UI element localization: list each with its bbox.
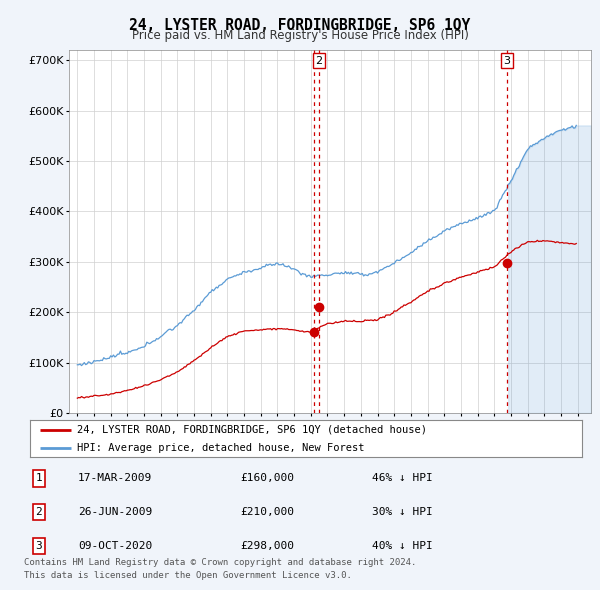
Text: £210,000: £210,000: [240, 507, 294, 517]
Text: HPI: Average price, detached house, New Forest: HPI: Average price, detached house, New …: [77, 442, 364, 453]
Text: 24, LYSTER ROAD, FORDINGBRIDGE, SP6 1QY: 24, LYSTER ROAD, FORDINGBRIDGE, SP6 1QY: [130, 18, 470, 32]
Text: 17-MAR-2009: 17-MAR-2009: [78, 474, 152, 483]
Text: 09-OCT-2020: 09-OCT-2020: [78, 541, 152, 550]
Text: This data is licensed under the Open Government Licence v3.0.: This data is licensed under the Open Gov…: [24, 571, 352, 579]
Text: Contains HM Land Registry data © Crown copyright and database right 2024.: Contains HM Land Registry data © Crown c…: [24, 558, 416, 566]
Text: 1: 1: [35, 474, 43, 483]
Text: 3: 3: [35, 541, 43, 550]
Text: 26-JUN-2009: 26-JUN-2009: [78, 507, 152, 517]
Text: £298,000: £298,000: [240, 541, 294, 550]
Text: 2: 2: [35, 507, 43, 517]
Text: 3: 3: [503, 55, 511, 65]
Text: 40% ↓ HPI: 40% ↓ HPI: [372, 541, 433, 550]
Text: Price paid vs. HM Land Registry's House Price Index (HPI): Price paid vs. HM Land Registry's House …: [131, 30, 469, 42]
Text: 2: 2: [316, 55, 323, 65]
Text: 24, LYSTER ROAD, FORDINGBRIDGE, SP6 1QY (detached house): 24, LYSTER ROAD, FORDINGBRIDGE, SP6 1QY …: [77, 425, 427, 435]
Text: 30% ↓ HPI: 30% ↓ HPI: [372, 507, 433, 517]
Text: £160,000: £160,000: [240, 474, 294, 483]
Text: 46% ↓ HPI: 46% ↓ HPI: [372, 474, 433, 483]
